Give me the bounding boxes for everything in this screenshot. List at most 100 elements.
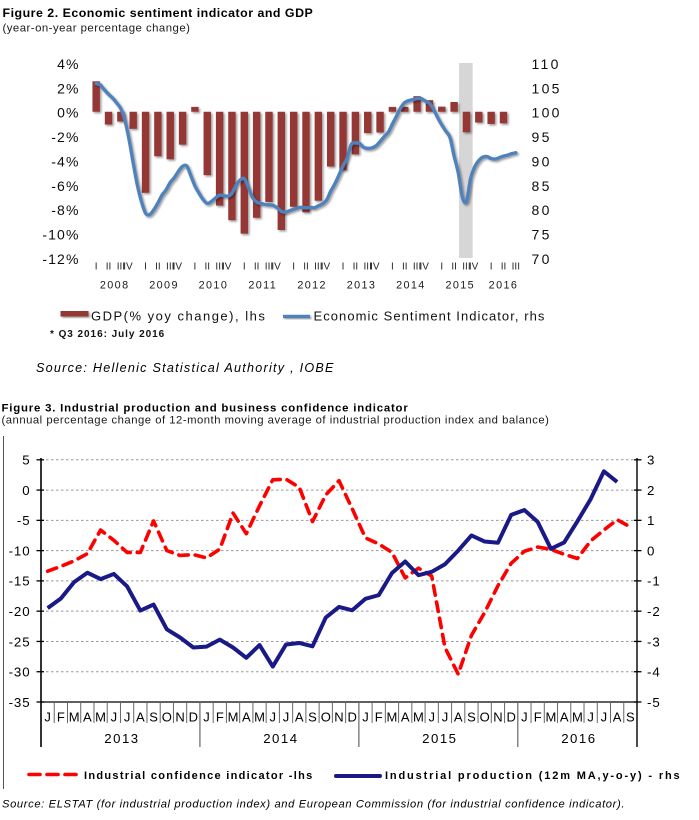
svg-text:III: III — [265, 262, 273, 273]
svg-text:IV: IV — [370, 262, 380, 273]
svg-text:95: 95 — [532, 129, 552, 145]
svg-text:J: J — [203, 709, 210, 724]
svg-text:I: I — [490, 262, 493, 273]
svg-text:D: D — [506, 709, 515, 724]
svg-text:2009: 2009 — [149, 279, 179, 291]
svg-text:Economic Sentiment Indicator,: Economic Sentiment Indicator, rhs — [314, 309, 546, 324]
svg-text:2013: 2013 — [347, 279, 377, 291]
svg-text:70: 70 — [532, 251, 552, 267]
svg-text:80: 80 — [532, 202, 552, 218]
svg-text:A: A — [560, 709, 569, 724]
svg-text:-1: -1 — [647, 574, 661, 589]
svg-text:M: M — [69, 709, 80, 724]
svg-text:III: III — [314, 262, 322, 273]
svg-text:-2%: -2% — [51, 129, 79, 145]
svg-text:2014: 2014 — [396, 279, 426, 291]
svg-text:S: S — [626, 709, 635, 724]
svg-text:J: J — [428, 709, 435, 724]
svg-text:Source: ELSTAT (for industrial: Source: ELSTAT (for industrial productio… — [2, 799, 625, 811]
svg-text:M: M — [228, 709, 239, 724]
svg-text:I: I — [391, 262, 394, 273]
svg-text:-6%: -6% — [51, 178, 79, 194]
svg-text:N: N — [175, 709, 184, 724]
svg-text:2010: 2010 — [199, 279, 229, 291]
svg-text:75: 75 — [532, 227, 552, 243]
svg-text:4%: 4% — [57, 56, 79, 72]
svg-text:A: A — [401, 709, 410, 724]
svg-text:M: M — [545, 709, 556, 724]
svg-text:II: II — [451, 262, 457, 273]
svg-text:I: I — [292, 262, 295, 273]
svg-text:-25: -25 — [9, 634, 31, 649]
svg-text:Figure 2. Economic sentiment i: Figure 2. Economic sentiment indicator a… — [3, 6, 314, 20]
svg-text:F: F — [375, 709, 383, 724]
svg-text:-4: -4 — [647, 665, 661, 680]
svg-text:-5: -5 — [17, 513, 31, 528]
svg-text:Figure 3. Industrial productio: Figure 3. Industrial production and busi… — [2, 403, 409, 415]
svg-text:105: 105 — [532, 80, 562, 96]
svg-text:F: F — [216, 709, 224, 724]
svg-text:J: J — [587, 709, 594, 724]
svg-text:-3: -3 — [647, 634, 661, 649]
svg-text:N: N — [493, 709, 502, 724]
svg-text:J: J — [44, 709, 51, 724]
svg-text:O: O — [480, 709, 490, 724]
svg-text:-4%: -4% — [51, 153, 79, 169]
svg-text:II: II — [353, 262, 359, 273]
svg-text:M: M — [572, 709, 583, 724]
svg-text:J: J — [442, 709, 449, 724]
svg-text:-5: -5 — [647, 695, 661, 710]
svg-text:J: J — [124, 709, 131, 724]
svg-text:M: M — [413, 709, 424, 724]
svg-text:IV: IV — [222, 262, 232, 273]
svg-text:O: O — [162, 709, 172, 724]
svg-text:I: I — [342, 262, 345, 273]
svg-text:II: II — [402, 262, 408, 273]
svg-text:-12%: -12% — [42, 251, 79, 267]
svg-text:I: I — [243, 262, 246, 273]
svg-text:(annual percentage change of 1: (annual percentage change of 12-month mo… — [2, 415, 550, 427]
svg-text:2014: 2014 — [263, 731, 298, 746]
svg-text:I: I — [440, 262, 443, 273]
svg-text:2012: 2012 — [297, 279, 327, 291]
svg-text:0: 0 — [647, 543, 655, 558]
svg-text:(year-on-year percentage chang: (year-on-year percentage change) — [3, 23, 191, 35]
svg-text:III: III — [462, 262, 470, 273]
svg-text:Industrial confidence indicato: Industrial confidence indicator -lhs — [84, 770, 314, 782]
svg-text:IV: IV — [271, 262, 281, 273]
svg-text:-30: -30 — [9, 665, 31, 680]
svg-text:M: M — [95, 709, 106, 724]
svg-text:85: 85 — [532, 178, 552, 194]
svg-text:-10: -10 — [9, 543, 31, 558]
svg-text:IV: IV — [321, 262, 331, 273]
svg-text:2013: 2013 — [104, 731, 139, 746]
svg-text:M: M — [387, 709, 398, 724]
svg-text:A: A — [242, 709, 251, 724]
svg-text:A: A — [454, 709, 463, 724]
svg-text:110: 110 — [532, 56, 561, 72]
svg-text:S: S — [308, 709, 317, 724]
svg-text:-20: -20 — [9, 604, 31, 619]
svg-text:0%: 0% — [57, 105, 79, 121]
svg-text:J: J — [521, 709, 528, 724]
svg-text:2016: 2016 — [561, 731, 596, 746]
svg-text:S: S — [149, 709, 158, 724]
svg-text:III: III — [117, 262, 125, 273]
svg-text:III: III — [215, 262, 223, 273]
svg-text:F: F — [534, 709, 542, 724]
svg-text:2008: 2008 — [100, 279, 130, 291]
svg-text:III: III — [413, 262, 421, 273]
svg-text:IV: IV — [123, 262, 133, 273]
svg-text:III: III — [364, 262, 372, 273]
svg-text:IV: IV — [173, 262, 183, 273]
svg-text:A: A — [136, 709, 145, 724]
svg-text:100: 100 — [532, 105, 562, 121]
svg-text:Source: Hellenic Statistical A: Source: Hellenic Statistical Authority ,… — [36, 361, 335, 375]
svg-text:-35: -35 — [9, 695, 31, 710]
svg-text:II: II — [106, 262, 112, 273]
svg-text:A: A — [295, 709, 304, 724]
svg-text:Industrial production (12m MA,: Industrial production (12m MA,y-o-y) - r… — [385, 770, 682, 782]
svg-text:IV: IV — [420, 262, 430, 273]
svg-text:D: D — [189, 709, 198, 724]
svg-text:0: 0 — [22, 483, 30, 498]
